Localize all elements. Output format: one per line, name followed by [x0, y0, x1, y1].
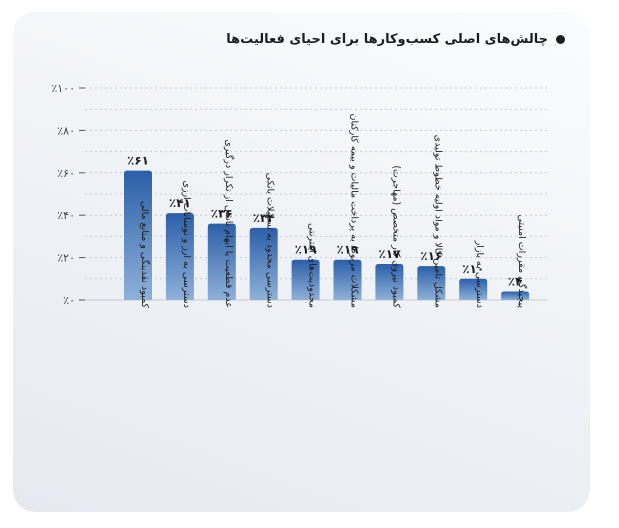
data-label: ٪۱۷	[378, 247, 401, 261]
x-tick-label: محدودیت‌های اینترنتی	[307, 223, 318, 308]
bar	[375, 263, 404, 300]
data-label: ٪۱۹	[337, 243, 360, 257]
x-tick-label: دسترسی به بازار	[474, 240, 485, 308]
y-tick-label: ٪۸۰	[57, 124, 75, 137]
y-tick-label: ٪۲۰	[57, 252, 75, 265]
bar	[207, 223, 236, 300]
y-tick-label: ٪۶۰	[57, 167, 75, 180]
bar	[124, 170, 152, 300]
bar	[417, 266, 446, 300]
data-label: ٪۴	[508, 275, 523, 289]
x-tick-label: مشکلات مربوط به پرداخت مالیات و بیمه کار…	[349, 114, 360, 308]
x-tick-label: دسترسی محدود به تسهیلات بانکی	[265, 173, 276, 308]
data-label: ٪۳۶	[211, 207, 233, 221]
chart-header: چالش‌های اصلی کسب‌وکارها برای احیای فعال…	[226, 32, 565, 47]
bar	[291, 259, 320, 300]
data-label: ٪۱۶	[420, 249, 442, 263]
data-label: ٪۱۰	[462, 262, 484, 276]
chart-title: چالش‌های اصلی کسب‌وکارها برای احیای فعال…	[226, 32, 548, 47]
x-tick-label: پیچیدگی مقررات امنیتی	[516, 214, 528, 308]
data-label: ٪۱۹	[295, 243, 318, 257]
bullet-icon	[556, 35, 565, 44]
data-label: ٪۳۴	[253, 211, 275, 225]
x-tick-label: عدم قطعیت یا ابهام ناشی از تکرار درگیری	[223, 139, 235, 308]
x-tick-label: دسترسی به ارز و نوسانات ارزی	[181, 180, 192, 308]
bar	[165, 213, 194, 300]
data-label: ٪۶۱	[127, 154, 149, 168]
x-tick-label: کمبود نقدینگی و منابع مالی	[139, 201, 151, 309]
y-tick-label: ٪۴۰	[57, 209, 75, 222]
bar	[459, 278, 488, 300]
y-tick-label: ٪۱۰۰	[51, 82, 75, 95]
y-tick-label: ٪۰	[63, 294, 75, 307]
data-label: ٪۴۱	[169, 196, 191, 210]
x-tick-label: کمبود نیروی کار متخصص (مهاجرت)	[390, 165, 401, 308]
x-tick-label: مشکل تامین کالا و مواد اولیه خطوط تولیدی	[432, 135, 443, 308]
bar	[501, 291, 530, 300]
bar	[249, 227, 278, 300]
bar	[333, 259, 362, 300]
